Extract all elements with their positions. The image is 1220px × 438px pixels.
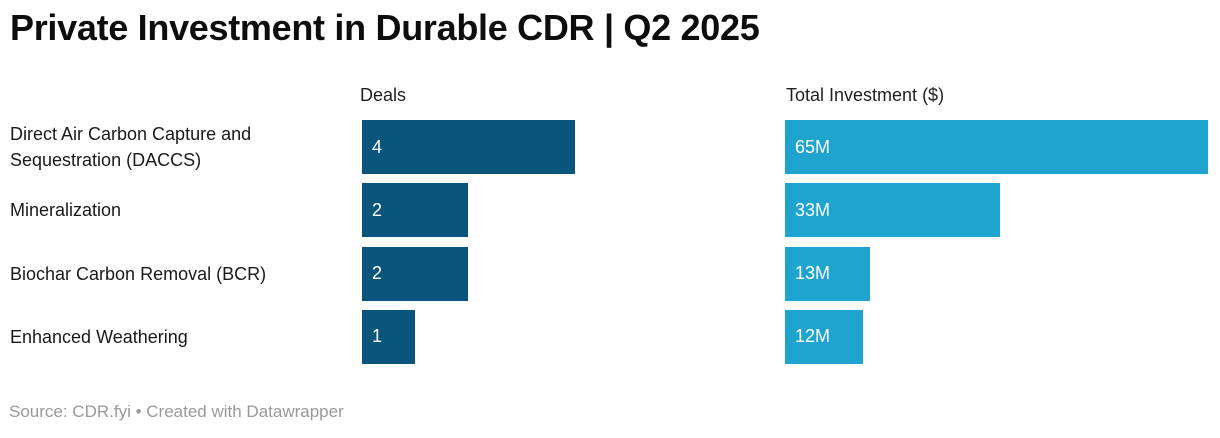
row-label: Mineralization <box>10 200 122 221</box>
investment-track: 33M <box>785 183 1220 238</box>
investment-bar: 13M <box>785 246 870 301</box>
deals-track: 1 <box>362 309 785 364</box>
investment-track: 13M <box>785 246 1220 301</box>
bar-row: Biochar Carbon Removal (BCR) 2 13M <box>0 246 1220 301</box>
column-header-deals: Deals <box>360 85 407 105</box>
investment-track: 12M <box>785 309 1220 364</box>
deals-track: 2 <box>362 183 785 238</box>
bar-row: Enhanced Weathering 1 12M <box>0 309 1220 364</box>
deals-track: 2 <box>362 246 785 301</box>
investment-bar: 65M <box>785 120 1209 174</box>
bar-value-label: 1 <box>372 326 383 347</box>
bar-value-label: 2 <box>372 199 383 220</box>
bar-row: Mineralization 2 33M <box>0 183 1220 238</box>
bar-value-label: 65M <box>795 136 831 157</box>
bar-value-label: 4 <box>372 136 383 157</box>
bar-value-label: 33M <box>795 199 831 220</box>
deals-bar: 1 <box>362 309 416 364</box>
deals-bar: 2 <box>362 246 469 301</box>
deals-track: 4 <box>362 120 785 174</box>
bar-row: Direct Air Carbon Capture and Sequestrat… <box>0 120 1220 174</box>
bar-value-label: 2 <box>372 263 383 284</box>
investment-bar: 33M <box>785 183 1000 238</box>
row-label: Enhanced Weathering <box>10 326 188 347</box>
investment-bar: 12M <box>785 309 864 364</box>
bar-value-label: 13M <box>795 263 831 284</box>
chart-title: Private Investment in Durable CDR | Q2 2… <box>10 7 760 48</box>
deals-bar: 2 <box>362 183 469 238</box>
investment-track: 65M <box>785 120 1220 174</box>
deals-bar: 4 <box>362 120 575 174</box>
row-label: Direct Air Carbon Capture and Sequestrat… <box>10 124 252 170</box>
source-attribution: Source: CDR.fyi • Created with Datawrapp… <box>9 402 344 421</box>
bar-value-label: 12M <box>795 326 831 347</box>
row-label: Biochar Carbon Removal (BCR) <box>10 263 267 284</box>
bar-rows: Direct Air Carbon Capture and Sequestrat… <box>0 120 1220 373</box>
column-header-investment: Total Investment ($) <box>786 85 945 105</box>
